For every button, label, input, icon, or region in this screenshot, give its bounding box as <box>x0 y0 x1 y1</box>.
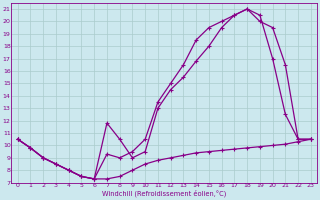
X-axis label: Windchill (Refroidissement éolien,°C): Windchill (Refroidissement éolien,°C) <box>102 190 227 197</box>
